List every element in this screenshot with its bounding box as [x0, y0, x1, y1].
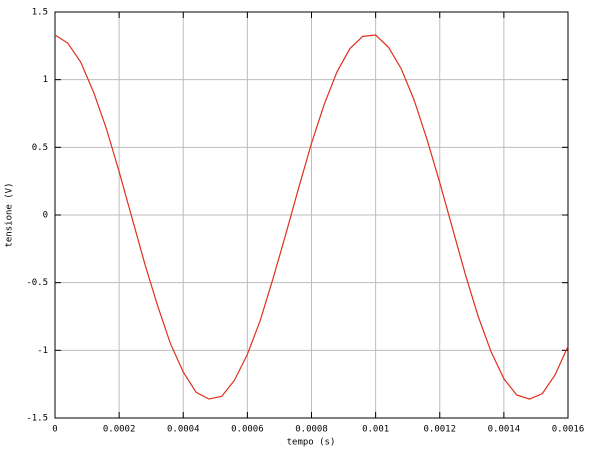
y-tick-label: -0.5	[26, 278, 48, 288]
x-tick-label: 0.0002	[103, 425, 136, 435]
y-tick-label: 0.5	[32, 143, 48, 153]
y-tick-label: -1.5	[26, 414, 48, 424]
y-tick-label: 1.5	[32, 8, 48, 18]
x-tick-label: 0.0006	[231, 425, 264, 435]
data-line	[54, 34, 569, 400]
x-tick-label: 0.001	[362, 425, 389, 435]
x-tick-label: 0.0004	[167, 425, 200, 435]
y-axis-title: tensione (V)	[5, 182, 15, 247]
x-axis-title: tempo (s)	[287, 438, 336, 448]
x-tick-label: 0	[52, 425, 57, 435]
x-tick-label: 0.0014	[488, 425, 521, 435]
plot-border	[54, 11, 569, 419]
x-tick-label: 0.0008	[295, 425, 328, 435]
x-tick-label: 0.0016	[552, 425, 585, 435]
y-tick-label: 1	[43, 75, 48, 85]
y-tick-label: -1	[37, 346, 48, 356]
x-tick-label: 0.0012	[423, 425, 456, 435]
y-tick-label: 0	[43, 211, 48, 221]
